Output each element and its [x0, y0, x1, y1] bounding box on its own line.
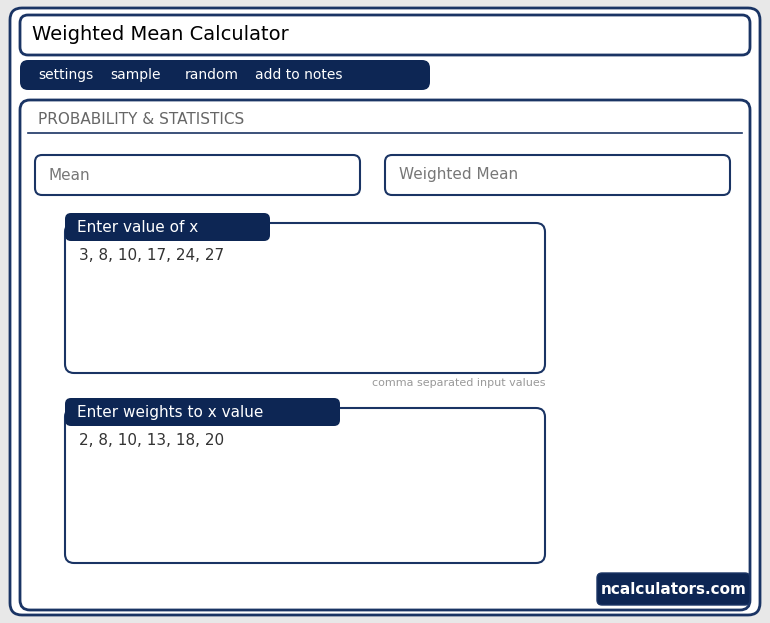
Text: PROBABILITY & STATISTICS: PROBABILITY & STATISTICS: [38, 113, 244, 128]
FancyBboxPatch shape: [65, 398, 340, 426]
Text: comma separated input values: comma separated input values: [371, 378, 545, 388]
FancyBboxPatch shape: [65, 408, 545, 563]
Text: random: random: [185, 68, 239, 82]
Text: Weighted Mean Calculator: Weighted Mean Calculator: [32, 26, 289, 44]
FancyBboxPatch shape: [20, 60, 430, 90]
FancyBboxPatch shape: [385, 155, 730, 195]
Text: Mean: Mean: [49, 168, 91, 183]
FancyBboxPatch shape: [20, 15, 750, 55]
FancyBboxPatch shape: [20, 100, 750, 610]
FancyBboxPatch shape: [35, 155, 360, 195]
Text: 3, 8, 10, 17, 24, 27: 3, 8, 10, 17, 24, 27: [79, 248, 224, 263]
FancyBboxPatch shape: [597, 573, 750, 605]
Text: Enter weights to x value: Enter weights to x value: [77, 404, 263, 419]
Text: sample: sample: [110, 68, 160, 82]
Text: 2, 8, 10, 13, 18, 20: 2, 8, 10, 13, 18, 20: [79, 433, 224, 448]
Text: Weighted Mean: Weighted Mean: [399, 168, 518, 183]
FancyBboxPatch shape: [65, 213, 270, 241]
Text: ncalculators.com: ncalculators.com: [601, 581, 746, 596]
FancyBboxPatch shape: [65, 223, 545, 373]
Text: Enter value of x: Enter value of x: [77, 219, 198, 234]
Text: settings: settings: [38, 68, 93, 82]
Text: add to notes: add to notes: [255, 68, 343, 82]
FancyBboxPatch shape: [10, 8, 760, 615]
